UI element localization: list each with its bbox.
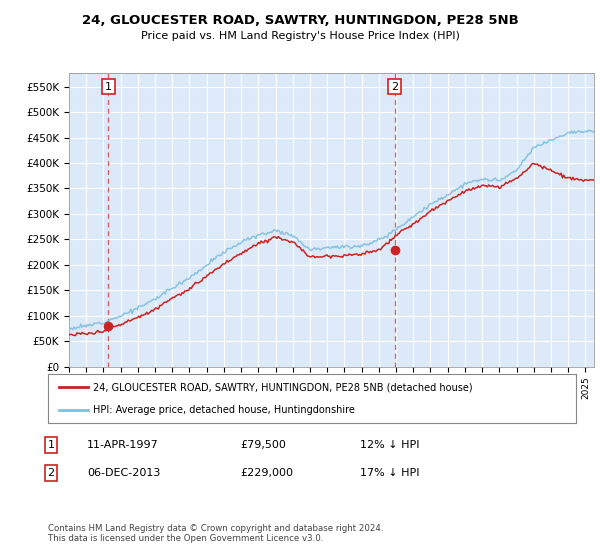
- Text: 24, GLOUCESTER ROAD, SAWTRY, HUNTINGDON, PE28 5NB: 24, GLOUCESTER ROAD, SAWTRY, HUNTINGDON,…: [82, 14, 518, 27]
- Text: 2: 2: [47, 468, 55, 478]
- Text: 2: 2: [391, 82, 398, 92]
- Text: 24, GLOUCESTER ROAD, SAWTRY, HUNTINGDON, PE28 5NB (detached house): 24, GLOUCESTER ROAD, SAWTRY, HUNTINGDON,…: [93, 382, 473, 393]
- Text: £79,500: £79,500: [240, 440, 286, 450]
- Text: HPI: Average price, detached house, Huntingdonshire: HPI: Average price, detached house, Hunt…: [93, 405, 355, 416]
- Text: 1: 1: [105, 82, 112, 92]
- Text: 06-DEC-2013: 06-DEC-2013: [87, 468, 160, 478]
- Text: Price paid vs. HM Land Registry's House Price Index (HPI): Price paid vs. HM Land Registry's House …: [140, 31, 460, 41]
- Text: 1: 1: [47, 440, 55, 450]
- Text: Contains HM Land Registry data © Crown copyright and database right 2024.
This d: Contains HM Land Registry data © Crown c…: [48, 524, 383, 543]
- Text: 11-APR-1997: 11-APR-1997: [87, 440, 159, 450]
- Text: 17% ↓ HPI: 17% ↓ HPI: [360, 468, 419, 478]
- Text: £229,000: £229,000: [240, 468, 293, 478]
- Text: 12% ↓ HPI: 12% ↓ HPI: [360, 440, 419, 450]
